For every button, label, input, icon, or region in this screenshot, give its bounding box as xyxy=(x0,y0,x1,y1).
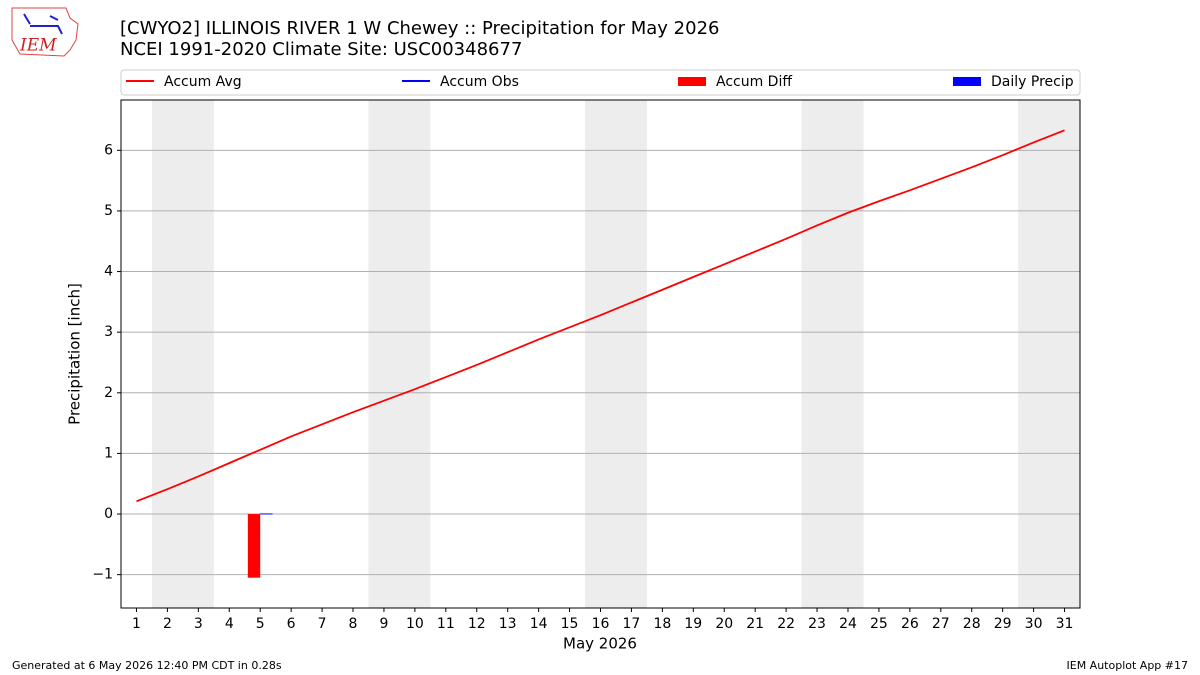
weekend-band xyxy=(801,100,864,608)
x-tick-label: 8 xyxy=(349,616,358,632)
x-tick-label: 9 xyxy=(379,616,388,632)
weekend-band xyxy=(151,100,214,608)
legend-label: Daily Precip xyxy=(991,74,1074,90)
bar xyxy=(260,513,273,515)
weekend-band xyxy=(1018,100,1080,608)
y-tick-label: 0 xyxy=(104,506,113,522)
footer-left: Generated at 6 May 2026 12:40 PM CDT in … xyxy=(12,659,282,672)
logo-outline xyxy=(11,7,79,57)
x-tick-label: 30 xyxy=(1025,616,1043,632)
y-tick-label: 6 xyxy=(104,142,113,158)
y-tick-label: 5 xyxy=(104,203,113,219)
footer-right: IEM Autoplot App #17 xyxy=(1067,659,1189,672)
x-tick-label: 11 xyxy=(437,616,455,632)
weekend-band xyxy=(585,100,647,608)
x-tick-label: 18 xyxy=(653,616,671,632)
chart-title: [CWYO2] ILLINOIS RIVER 1 W Chewey :: Pre… xyxy=(120,18,719,39)
x-tick-label: 5 xyxy=(256,616,265,632)
x-tick-label: 28 xyxy=(963,616,981,632)
legend-label: Accum Avg xyxy=(164,74,242,90)
legend-swatch xyxy=(678,77,706,86)
x-tick-label: 24 xyxy=(839,616,857,632)
y-axis-label: Precipitation [inch] xyxy=(66,283,84,425)
legend-label: Accum Diff xyxy=(716,74,792,90)
x-tick-label: 14 xyxy=(530,616,548,632)
x-tick-label: 19 xyxy=(684,616,702,632)
y-tick-label: −1 xyxy=(92,567,113,583)
x-tick-label: 15 xyxy=(561,616,579,632)
x-tick-label: 4 xyxy=(225,616,234,632)
line-series xyxy=(136,129,1065,503)
x-tick-label: 6 xyxy=(287,616,296,632)
x-tick-label: 20 xyxy=(715,616,733,632)
x-tick-label: 31 xyxy=(1056,616,1074,632)
x-tick-label: 7 xyxy=(318,616,327,632)
x-tick-label: 16 xyxy=(592,616,610,632)
x-tick-label: 27 xyxy=(932,616,950,632)
y-tick-label: 3 xyxy=(104,324,113,340)
x-tick-label: 2 xyxy=(163,616,172,632)
y-tick-label: 2 xyxy=(104,385,113,401)
x-tick-label: 23 xyxy=(808,616,826,632)
legend-label: Accum Obs xyxy=(440,74,519,90)
x-tick-label: 17 xyxy=(623,616,641,632)
y-tick-label: 4 xyxy=(104,264,113,280)
x-tick-label: 12 xyxy=(468,616,486,632)
x-axis-label: May 2026 xyxy=(563,635,637,653)
logo-text: IEM xyxy=(19,36,57,56)
x-tick-label: 1 xyxy=(132,616,141,632)
x-tick-label: 25 xyxy=(870,616,888,632)
legend-box xyxy=(120,69,1081,96)
x-tick-label: 21 xyxy=(746,616,764,632)
legend-swatch xyxy=(953,77,981,86)
x-tick-label: 10 xyxy=(406,616,424,632)
x-tick-label: 22 xyxy=(777,616,795,632)
y-tick-label: 1 xyxy=(104,445,113,461)
x-tick-label: 3 xyxy=(194,616,203,632)
plot-frame xyxy=(120,99,1081,609)
bar xyxy=(247,514,261,578)
chart-subtitle: NCEI 1991-2020 Climate Site: USC00348677 xyxy=(120,39,522,60)
logo: IEM xyxy=(11,7,79,57)
weekend-band xyxy=(368,100,431,608)
logo-icon xyxy=(23,13,63,35)
x-tick-label: 26 xyxy=(901,616,919,632)
x-tick-label: 29 xyxy=(994,616,1012,632)
x-tick-label: 13 xyxy=(499,616,517,632)
